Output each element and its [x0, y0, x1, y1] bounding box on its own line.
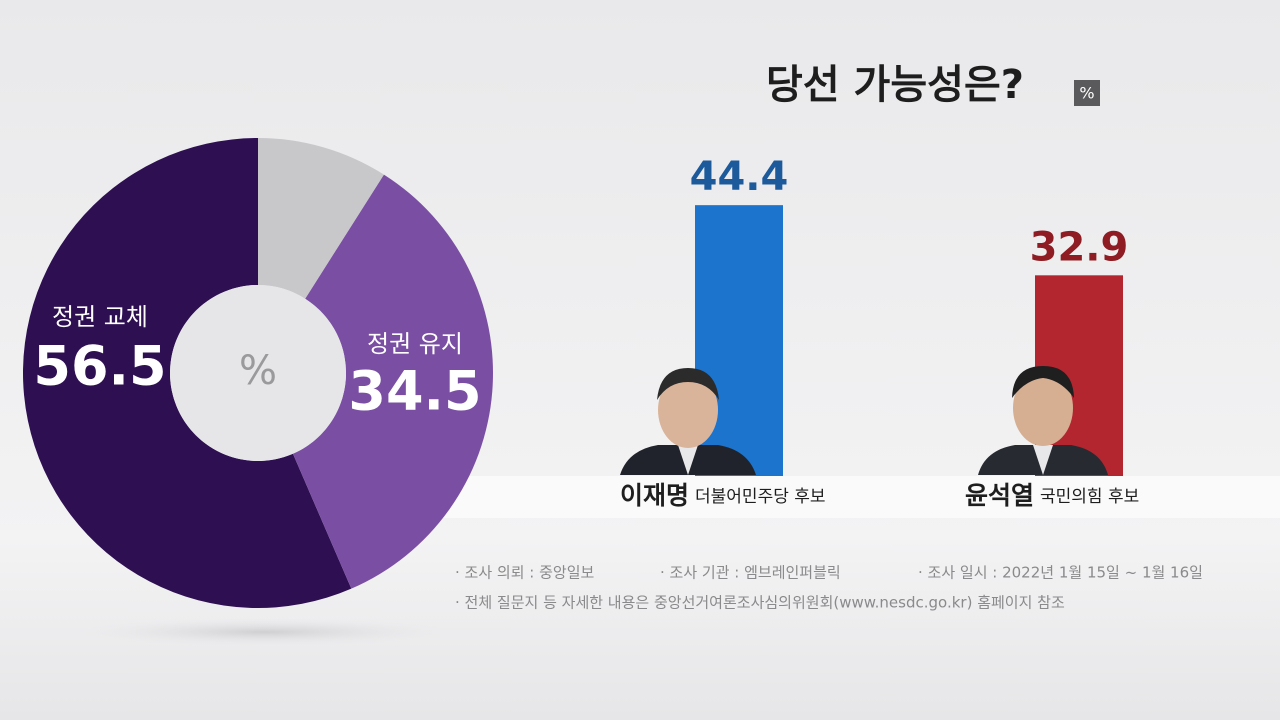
donut-slice	[22, 138, 352, 609]
candidate-name-text: 이재명	[620, 481, 689, 510]
photo	[620, 368, 756, 475]
slice-label: 정권 유지	[367, 330, 463, 358]
donut-center-label: %	[239, 348, 277, 394]
party-label: 더불어민주당 후보	[695, 487, 826, 507]
photos	[620, 366, 1108, 475]
note: · 전체 질문지 등 자세한 내용은 중앙선거여론조사심의위원회(www.nes…	[455, 594, 1065, 612]
donut-hole	[170, 285, 346, 461]
unit-badge	[1074, 80, 1100, 106]
name-band	[440, 476, 1280, 518]
photo	[978, 366, 1108, 475]
bar-value: 44.4	[690, 154, 789, 200]
bar-title: 당선 가능성은?	[766, 62, 1024, 108]
note: · 조사 기관 : 엠브레인퍼블릭	[660, 564, 841, 582]
candidate-name: 이재명 더불어민주당 후보	[620, 481, 826, 510]
note: · 조사 의뢰 : 중앙일보	[455, 564, 594, 582]
donut-slice	[258, 138, 384, 299]
slice-label: 정권 교체	[52, 303, 148, 331]
party-label: 국민의힘 후보	[1040, 487, 1139, 507]
candidate-name-text: 윤석열	[965, 481, 1034, 510]
slice-value: 56.5	[33, 335, 166, 398]
note: · 조사 일시 : 2022년 1월 15일 ~ 1월 16일	[918, 564, 1203, 582]
candidate-name: 윤석열 국민의힘 후보	[965, 481, 1139, 510]
donut-shadow	[75, 618, 455, 646]
donut-slice	[292, 174, 493, 589]
unit-label: %	[1079, 84, 1094, 103]
bar-value: 32.9	[1030, 224, 1129, 270]
slice-value: 34.5	[348, 360, 481, 423]
